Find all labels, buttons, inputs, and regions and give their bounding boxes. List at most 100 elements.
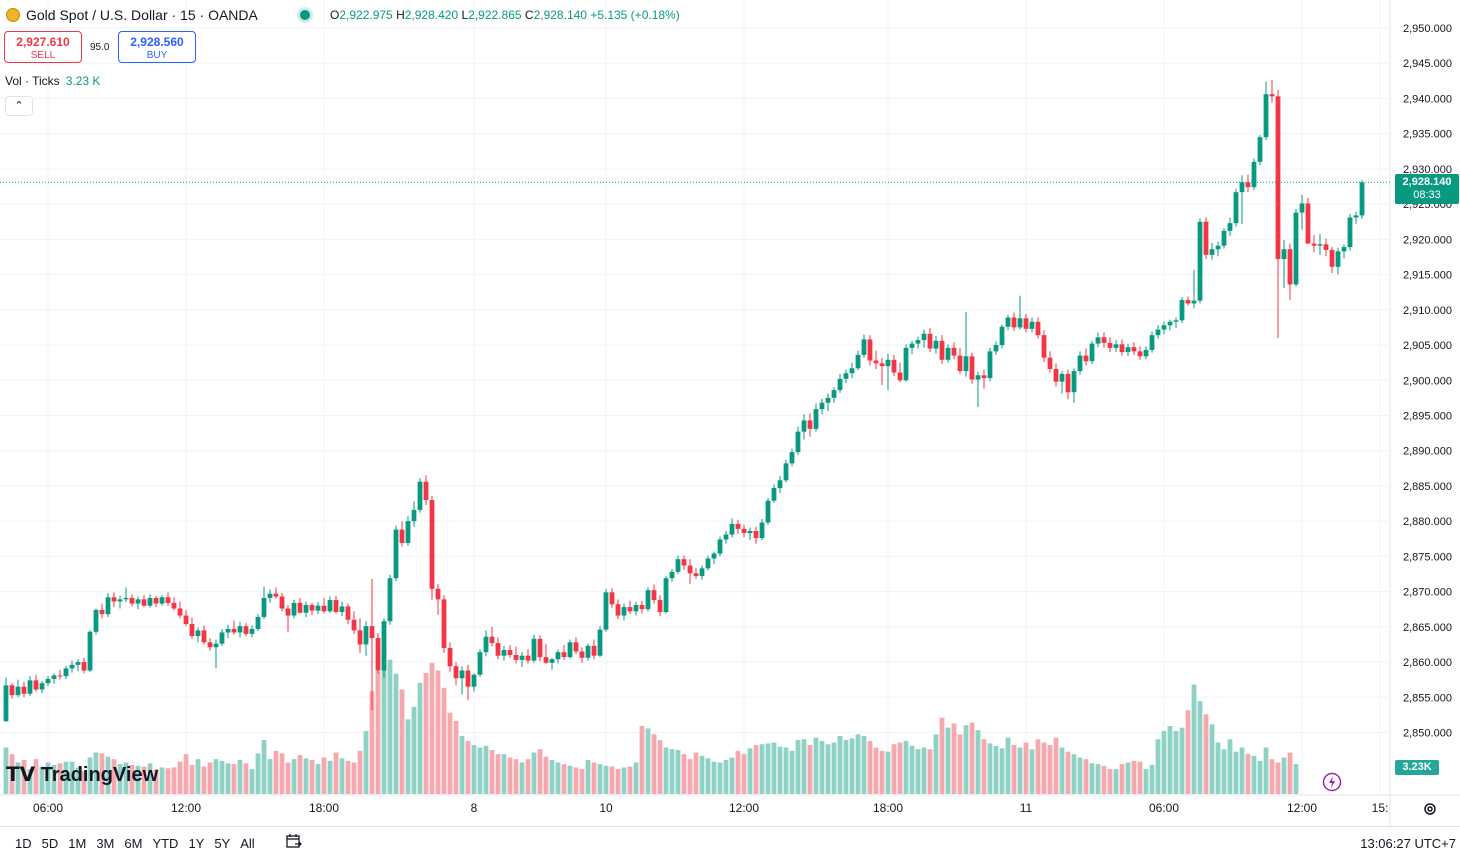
buy-label: BUY [146, 50, 168, 61]
candle-body [1047, 357, 1053, 369]
volume-bar [303, 758, 309, 794]
volume-bar [1269, 759, 1275, 794]
candle-body [183, 615, 189, 625]
symbol-title[interactable]: Gold Spot / U.S. Dollar · 15 · OANDA [26, 7, 258, 23]
candlesticks [3, 80, 1365, 722]
candle-body [987, 351, 993, 379]
range-1d[interactable]: 1D [15, 836, 32, 851]
volume-bar [477, 747, 483, 794]
candle-body [291, 602, 297, 616]
candle-body [1281, 249, 1287, 260]
candle-body [645, 590, 651, 610]
volume-bar [519, 762, 525, 794]
candle-body [915, 340, 921, 344]
candle-body [279, 596, 285, 609]
volume-bar [1281, 757, 1287, 794]
candle-body [423, 481, 429, 501]
volume-bar [195, 759, 201, 794]
candle-body [33, 680, 39, 690]
candle-body [1023, 318, 1029, 329]
volume-bar [549, 759, 555, 794]
range-5d[interactable]: 5D [41, 836, 59, 851]
volume-bar [237, 759, 243, 794]
volume-bar [1065, 751, 1071, 794]
volume-bar [219, 760, 225, 794]
candle-body [375, 638, 381, 671]
volume-bar [1257, 760, 1263, 794]
chart-grid [0, 0, 1460, 826]
candle-body [75, 662, 81, 665]
volume-bar [87, 757, 93, 794]
candle-body [735, 523, 741, 529]
candle-body [1011, 317, 1017, 328]
volume-bar [291, 759, 297, 794]
price-tick-label: 2,935.000 [1403, 129, 1452, 141]
candle-body [105, 597, 111, 615]
volume-bar [369, 691, 375, 794]
volume-bar [1071, 754, 1077, 794]
gear-icon[interactable] [1423, 802, 1437, 816]
range-1y[interactable]: 1Y [188, 836, 205, 851]
volume-bar [597, 764, 603, 794]
volume-bar [447, 712, 453, 794]
range-3m[interactable]: 3M [96, 836, 115, 851]
volume-bar [1143, 769, 1149, 794]
candle-body [459, 670, 465, 679]
range-1m[interactable]: 1M [68, 836, 87, 851]
range-ytd[interactable]: YTD [152, 836, 179, 851]
volume-bar [957, 734, 963, 794]
sell-button[interactable]: 2,927.610 SELL [4, 31, 82, 63]
sell-price: 2,927.610 [16, 35, 70, 49]
volume-bar [75, 767, 81, 794]
volume-bar [207, 762, 213, 794]
lightning-icon[interactable] [1322, 772, 1342, 792]
candle-body [963, 356, 969, 372]
range-all[interactable]: All [240, 836, 255, 851]
volume-bar [699, 755, 705, 794]
price-tick-label: 2,895.000 [1403, 410, 1452, 422]
volume-bar [1293, 764, 1299, 794]
volume-legend[interactable]: Vol · Ticks 3.23 K [5, 74, 100, 88]
candle-body [1263, 94, 1269, 138]
candle-body [45, 678, 51, 684]
candle-body [399, 529, 405, 543]
candle-body [297, 602, 303, 613]
volume-bar [165, 768, 171, 794]
clock-timezone[interactable]: 13:06:27 UTC+7 [1360, 836, 1456, 851]
candle-body [1275, 96, 1281, 260]
candle-body [603, 592, 609, 630]
volume-bar [783, 747, 789, 794]
collapse-legend-button[interactable]: ⌃ [5, 96, 33, 116]
volume-bar [717, 762, 723, 794]
open-label: O [330, 8, 340, 22]
price-tick-label: 2,915.000 [1403, 270, 1452, 282]
volume-legend-label: Vol · Ticks [5, 74, 60, 88]
candle-body [939, 340, 945, 360]
volume-bar [777, 746, 783, 794]
volume-bar [609, 766, 615, 794]
buy-button[interactable]: 2,928.560 BUY [118, 31, 196, 63]
candle-body [855, 354, 861, 369]
volume-bar [531, 752, 537, 794]
price-tick-label: 2,920.000 [1403, 234, 1452, 246]
calendar-icon[interactable] [286, 834, 302, 848]
candle-body [1221, 230, 1227, 246]
volume-bar [849, 738, 855, 794]
candle-body [891, 359, 897, 373]
candle-body [591, 645, 597, 656]
range-5y[interactable]: 5Y [214, 836, 231, 851]
candle-body [627, 607, 633, 612]
candle-body [255, 616, 261, 629]
range-6m[interactable]: 6M [124, 836, 143, 851]
time-tick-label: 12:00 [1287, 801, 1317, 815]
candle-body [1113, 344, 1119, 348]
price-axis: 2,850.000 2,855.000 2,860.000 2,865.000 2,87… [1403, 23, 1452, 740]
candle-body [1335, 251, 1341, 267]
candle-body [1323, 244, 1329, 250]
volume-bar [411, 706, 417, 794]
volume-bar [513, 759, 519, 794]
candle-body [1197, 221, 1203, 301]
volume-bar [1167, 725, 1173, 794]
volume-bar [843, 740, 849, 794]
